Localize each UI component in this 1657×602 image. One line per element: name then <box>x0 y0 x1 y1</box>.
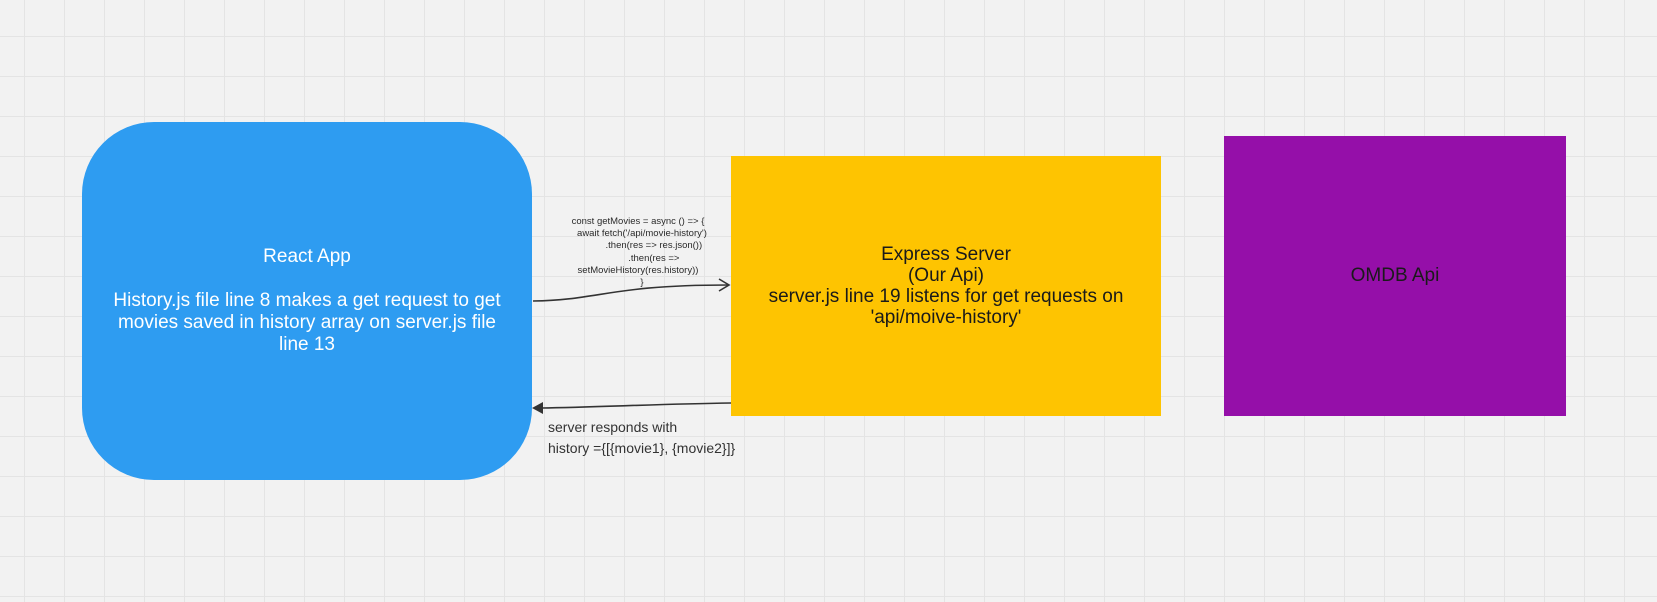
react-app-node[interactable]: React App History.js file line 8 makes a… <box>82 122 532 480</box>
react-app-title: React App <box>263 246 351 267</box>
express-server-description: server.js line 19 listens for get reques… <box>768 286 1124 328</box>
react-app-description: History.js file line 8 makes a get reque… <box>113 290 501 355</box>
request-arrowhead <box>718 278 731 292</box>
response-label-line1: server responds with <box>548 419 678 435</box>
response-label: server responds with history ={[{movie1}… <box>548 417 735 459</box>
request-arrow <box>532 284 729 302</box>
express-server-subtitle: (Our Api) <box>907 265 985 286</box>
response-arrowhead <box>532 402 543 414</box>
response-arrow <box>540 402 732 409</box>
omdb-api-title: OMDB Api <box>1350 265 1440 286</box>
omdb-api-node[interactable]: OMDB Api <box>1224 136 1566 416</box>
express-server-title: Express Server <box>881 244 1011 265</box>
fetch-code-snippet: const getMovies = async () => { await fe… <box>571 216 707 289</box>
response-label-line2: history ={[{movie1}, {movie2}]} <box>548 440 736 456</box>
express-server-node[interactable]: Express Server (Our Api) server.js line … <box>731 156 1161 416</box>
